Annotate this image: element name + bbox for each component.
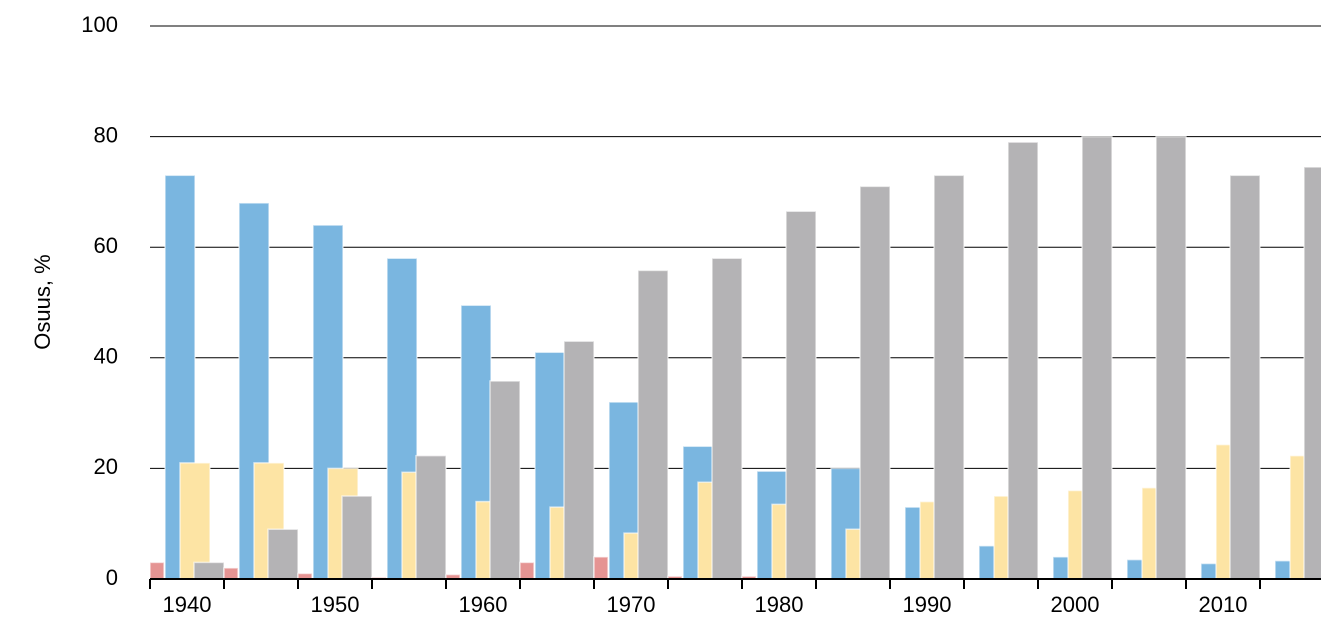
bar [1229, 174, 1261, 580]
bar [711, 257, 743, 580]
bar [519, 561, 535, 580]
bar [563, 340, 595, 580]
x-tick-label: 1990 [903, 592, 952, 617]
x-tick-label: 1980 [755, 592, 804, 617]
y-tick-label: 0 [106, 565, 118, 590]
bar [179, 462, 211, 580]
bar [1081, 135, 1113, 580]
bar [1155, 135, 1187, 580]
y-tick-label: 20 [94, 454, 118, 479]
bar [785, 210, 817, 580]
bar [859, 185, 891, 580]
x-tick-label: 1960 [459, 592, 508, 617]
bar [593, 556, 609, 580]
x-tick-label: 1950 [311, 592, 360, 617]
bar [489, 380, 521, 580]
bar [149, 561, 165, 580]
bar [1007, 141, 1039, 580]
bar [341, 495, 373, 580]
x-tick-label: 2000 [1051, 592, 1100, 617]
bar [223, 567, 239, 580]
y-tick-label: 60 [94, 233, 118, 258]
bar [267, 528, 299, 580]
bar [415, 454, 447, 580]
bar [193, 561, 225, 580]
x-tick-label: 1940 [163, 592, 212, 617]
x-tick-label: 2010 [1199, 592, 1248, 617]
y-axis-label: Osuus, % [30, 254, 55, 349]
bar [1303, 166, 1321, 580]
y-tick-label: 80 [94, 122, 118, 147]
bar [637, 269, 669, 580]
x-tick-label: 1970 [607, 592, 656, 617]
bar [933, 174, 965, 580]
y-tick-label: 40 [94, 344, 118, 369]
y-tick-label: 100 [81, 12, 118, 37]
